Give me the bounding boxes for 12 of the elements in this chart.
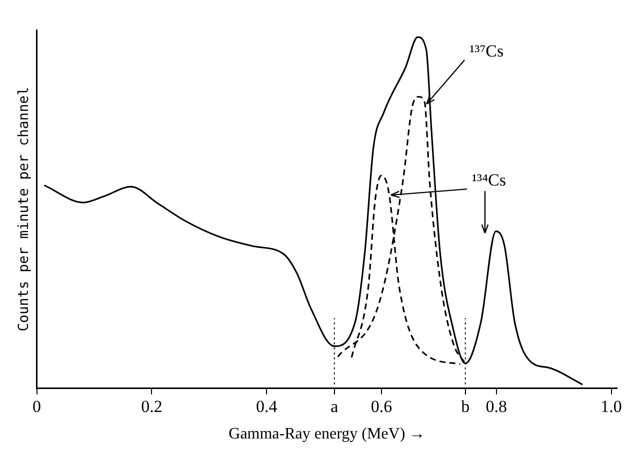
x-tick-label: 0.6 — [370, 397, 392, 416]
y-axis-title: Counts per minute per channel — [16, 86, 32, 332]
x-tick-label: 0.4 — [256, 397, 278, 416]
x-tick-label: 0 — [32, 397, 42, 416]
x-axis-title: Gamma-Ray energy (MeV) → — [228, 426, 426, 443]
x-tick-label: a — [330, 397, 339, 416]
x-tick-label: 0.2 — [141, 397, 162, 416]
x-tick-label: 1.0 — [600, 397, 622, 416]
x-tick-label: b — [461, 397, 470, 416]
annotation: ¹³⁴Cs — [472, 170, 506, 190]
annotation: ¹³⁷Cs — [470, 42, 504, 60]
x-tick-label: 0.8 — [486, 397, 507, 416]
